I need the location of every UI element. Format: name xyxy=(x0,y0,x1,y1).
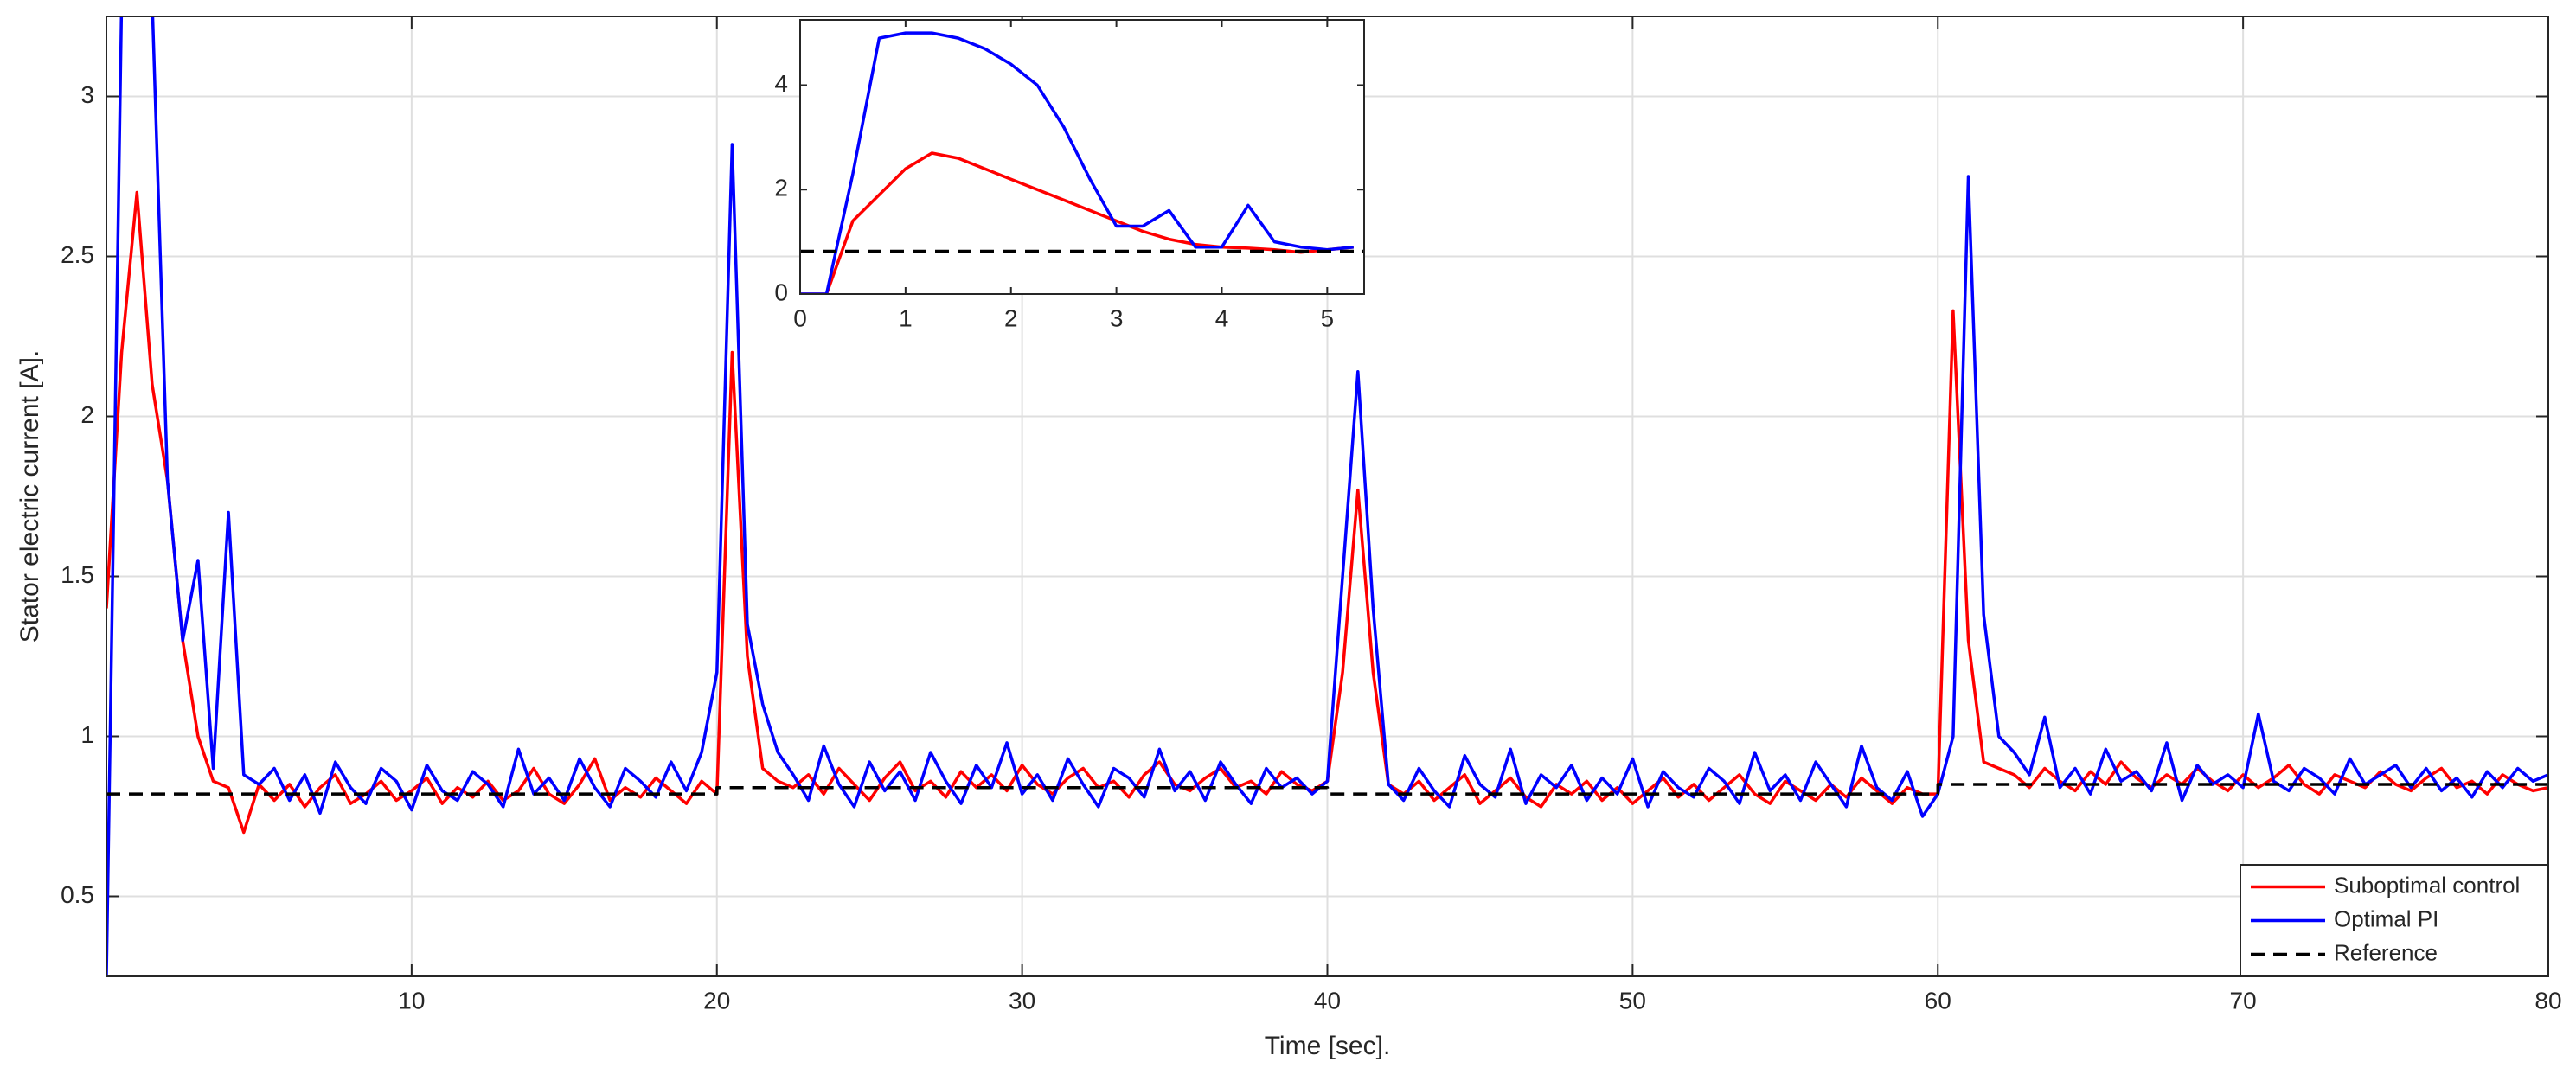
x-tick-label: 30 xyxy=(1009,987,1035,1014)
y-tick-label: 0 xyxy=(774,278,788,305)
y-tick-label: 2.5 xyxy=(61,241,94,268)
series-group xyxy=(800,31,1364,294)
series-line xyxy=(800,31,1354,294)
y-axis-label: Stator electric current [A]. xyxy=(16,350,44,643)
axes-frame xyxy=(106,16,2549,977)
series-line xyxy=(106,783,2548,796)
x-tick-label: 60 xyxy=(1925,987,1951,1014)
y-tick-label: 1 xyxy=(80,721,94,748)
x-tick-label: 4 xyxy=(1215,304,1229,331)
series-group xyxy=(106,16,2548,976)
x-tick-label: 10 xyxy=(398,987,425,1014)
y-tick-label: 1.5 xyxy=(61,561,94,588)
x-tick-label: 3 xyxy=(1110,304,1124,331)
y-tick-label: 3 xyxy=(80,81,94,108)
legend: Suboptimal control Optimal PI Reference xyxy=(2240,864,2549,977)
series-line xyxy=(800,151,1354,294)
axes-background xyxy=(800,20,1364,294)
legend-label: Reference xyxy=(2334,939,2438,965)
legend-label: Optimal PI xyxy=(2334,905,2438,931)
x-tick-label: 1 xyxy=(899,304,913,331)
x-tick-label: 40 xyxy=(1314,987,1341,1014)
series-line xyxy=(106,16,2548,976)
legend-label: Suboptimal control xyxy=(2334,872,2520,898)
x-tick-label: 80 xyxy=(2534,987,2561,1014)
x-axis-label: Time [sec]. xyxy=(1265,1032,1391,1060)
x-tick-label: 20 xyxy=(703,987,730,1014)
x-tick-label: 5 xyxy=(1321,304,1335,331)
y-tick-label: 0.5 xyxy=(61,881,94,908)
x-tick-label: 50 xyxy=(1619,987,1646,1014)
x-tick-label: 2 xyxy=(1004,304,1018,331)
y-tick-label: 4 xyxy=(774,70,788,97)
x-tick-label: 70 xyxy=(2230,987,2257,1014)
y-tick-label: 2 xyxy=(80,401,94,428)
y-tick-label: 2 xyxy=(774,175,788,201)
plot-area: 0 2 4 0 1 2 3 4 5 xyxy=(774,19,1365,331)
axes-frame xyxy=(799,19,1365,295)
x-tick-label: 0 xyxy=(793,304,807,331)
